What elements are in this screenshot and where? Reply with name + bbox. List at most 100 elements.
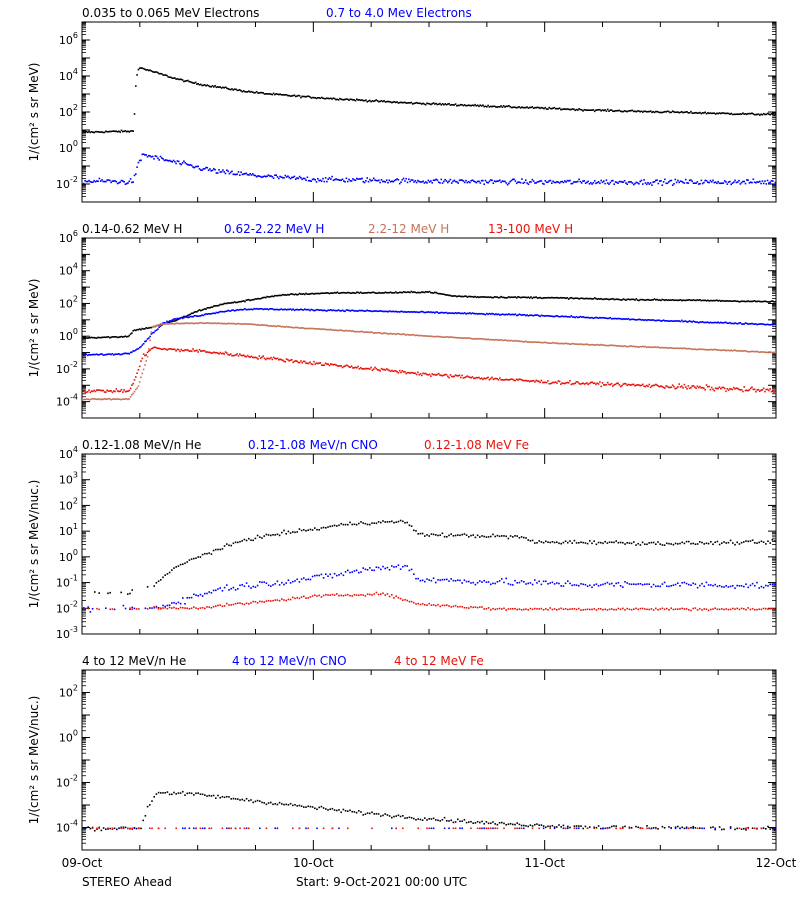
data-point — [534, 579, 536, 581]
data-point — [281, 531, 283, 534]
data-point — [720, 387, 722, 390]
data-point — [558, 107, 561, 109]
data-point — [339, 365, 341, 367]
data-point — [270, 356, 272, 359]
data-point — [627, 345, 630, 348]
data-point — [534, 314, 536, 316]
data-point — [272, 325, 275, 327]
data-point — [383, 180, 385, 183]
data-point — [727, 300, 730, 302]
data-point — [222, 352, 224, 355]
data-point — [441, 311, 444, 314]
data-point — [759, 390, 761, 392]
data-point — [672, 543, 675, 546]
data-point — [318, 328, 320, 330]
data-point — [318, 574, 320, 577]
data-point — [625, 318, 627, 320]
data-point — [188, 608, 191, 610]
data-point — [371, 331, 374, 334]
data-point — [700, 387, 703, 389]
data-point — [263, 308, 266, 310]
data-point — [497, 180, 500, 182]
data-point — [171, 793, 173, 796]
data-point — [488, 339, 491, 341]
data-point — [332, 179, 335, 182]
data-point — [184, 316, 186, 318]
data-point — [647, 181, 649, 184]
data-point — [527, 380, 530, 382]
data-point — [384, 594, 386, 596]
data-point — [140, 67, 142, 69]
data-point — [297, 94, 300, 97]
data-point — [346, 291, 349, 294]
data-point — [678, 181, 680, 184]
data-point — [206, 552, 208, 555]
data-point — [97, 131, 99, 133]
data-point — [233, 173, 236, 176]
data-point — [740, 350, 743, 352]
data-point — [125, 130, 128, 133]
data-point — [674, 178, 677, 181]
data-point — [216, 86, 219, 88]
data-point — [692, 582, 694, 585]
data-point — [161, 323, 163, 325]
data-point — [768, 182, 770, 184]
data-point — [265, 324, 267, 327]
data-point — [353, 292, 355, 294]
data-point — [348, 178, 350, 181]
data-point — [344, 310, 346, 313]
data-point — [208, 794, 210, 797]
data-point — [141, 327, 144, 330]
data-point — [499, 314, 501, 316]
data-point — [514, 607, 516, 610]
data-point — [709, 348, 712, 351]
data-point — [315, 328, 318, 330]
data-point — [609, 344, 612, 346]
data-point — [509, 313, 511, 316]
data-point — [212, 794, 215, 797]
data-point — [509, 340, 511, 342]
data-point — [580, 583, 582, 585]
data-point — [280, 94, 283, 96]
data-point — [611, 541, 613, 544]
data-point — [99, 353, 102, 355]
data-point — [527, 539, 529, 541]
data-point — [526, 380, 528, 382]
data-point — [99, 398, 102, 401]
data-point — [707, 348, 709, 351]
data-point — [326, 180, 328, 183]
data-point — [127, 130, 129, 133]
data-point — [128, 398, 131, 400]
data-point — [679, 347, 682, 349]
data-point — [352, 330, 354, 332]
data-point — [721, 608, 723, 610]
data-point — [167, 348, 170, 350]
data-point — [200, 169, 202, 171]
data-point — [622, 345, 625, 348]
data-point — [710, 112, 713, 115]
data-point — [591, 183, 593, 185]
data-point — [250, 587, 252, 589]
data-point — [313, 96, 315, 99]
data-point — [621, 181, 623, 183]
data-point — [575, 584, 578, 586]
data-point — [415, 603, 417, 605]
data-point — [666, 585, 668, 587]
data-point — [723, 300, 726, 302]
data-point — [325, 573, 327, 575]
data-point — [189, 81, 192, 83]
data-point — [677, 386, 679, 388]
data-point — [396, 178, 398, 180]
data-point — [184, 80, 186, 82]
data-point — [138, 365, 141, 368]
data-point — [292, 176, 294, 179]
data-point — [707, 181, 709, 183]
data-point — [107, 336, 110, 338]
data-point — [167, 160, 170, 162]
data-point — [289, 359, 292, 361]
data-point — [149, 155, 151, 157]
data-point — [352, 99, 354, 101]
data-point — [167, 76, 170, 78]
data-point — [135, 329, 137, 332]
